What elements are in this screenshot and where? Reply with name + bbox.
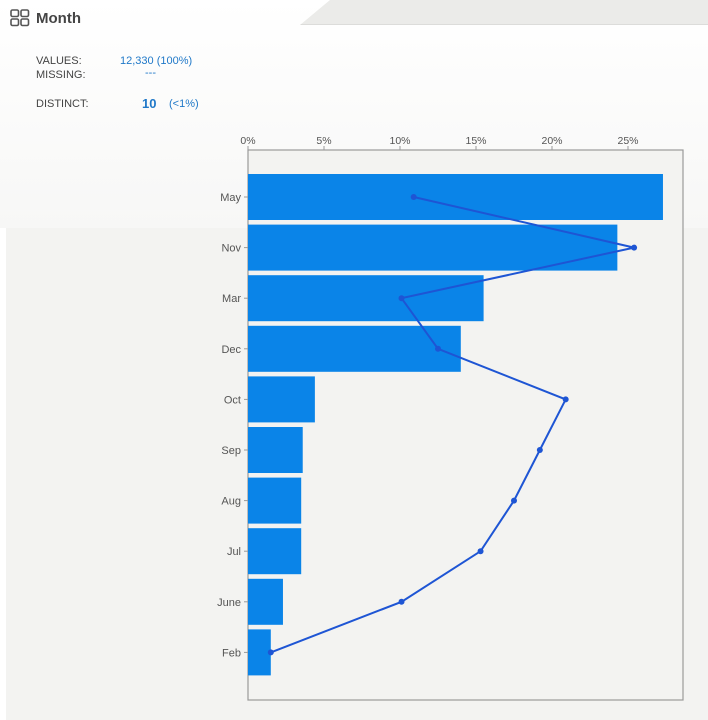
panel-edge (0, 228, 6, 720)
bar (248, 174, 663, 220)
category-label: June (217, 597, 241, 609)
x-tick-label: 20% (541, 135, 562, 147)
bar (248, 578, 283, 625)
bar (248, 477, 302, 524)
line-point (536, 447, 543, 453)
bar (248, 275, 484, 322)
bar (248, 325, 461, 372)
line-point (631, 244, 638, 251)
missing-value: --- (145, 67, 156, 79)
line-point (562, 396, 569, 403)
category-label: Aug (221, 496, 241, 508)
bar (248, 376, 315, 423)
line-point (410, 194, 417, 200)
line-point (398, 295, 405, 302)
grid-icon (10, 9, 30, 27)
x-tick-label: 10% (389, 135, 410, 147)
x-tick-label: 15% (465, 135, 486, 147)
line-point (398, 598, 405, 605)
distinct-label: DISTINCT: (36, 98, 89, 110)
title-row: Month (10, 9, 81, 27)
category-label: Sep (221, 445, 241, 457)
tab-strip (300, 0, 708, 25)
missing-label: MISSING: (36, 69, 86, 81)
bar (248, 629, 271, 676)
line-point (477, 548, 484, 555)
category-label: Mar (222, 293, 241, 305)
values-value: 12,330 (100%) (120, 55, 193, 67)
category-label: Oct (224, 394, 241, 406)
page-title: Month (36, 9, 81, 27)
line-point (435, 345, 441, 352)
distinct-percent: (<1%) (169, 98, 199, 110)
x-tick-label: 5% (316, 135, 331, 147)
x-tick-label: 25% (617, 135, 638, 147)
series-line (270, 196, 635, 654)
values-label: VALUES: (36, 55, 82, 67)
line-point (511, 497, 517, 504)
category-label: Feb (222, 647, 241, 659)
x-tick-label: 0% (240, 135, 255, 147)
category-label: Dec (221, 344, 241, 356)
line-point (267, 649, 274, 656)
category-label: Jul (227, 546, 241, 558)
bar (248, 528, 302, 575)
category-label: May (220, 192, 241, 204)
category-label: Nov (221, 243, 241, 255)
bar (248, 427, 303, 473)
distinct-value: 10 (142, 96, 157, 111)
bar (248, 224, 618, 271)
